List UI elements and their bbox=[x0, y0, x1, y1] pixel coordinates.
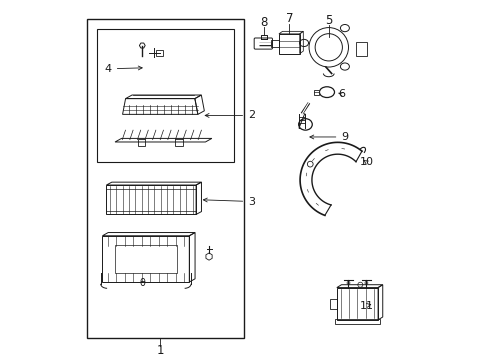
Bar bbox=[114, 245, 177, 273]
Text: 6: 6 bbox=[337, 89, 344, 99]
Text: 1: 1 bbox=[156, 344, 163, 357]
Text: 5: 5 bbox=[325, 14, 332, 27]
Bar bbox=[278, 34, 299, 54]
Bar bbox=[313, 90, 319, 95]
Bar bbox=[355, 42, 366, 55]
Text: 2: 2 bbox=[205, 111, 255, 121]
Text: 9: 9 bbox=[309, 132, 348, 142]
Bar bbox=[329, 299, 336, 309]
Bar bbox=[86, 19, 244, 338]
Text: θ: θ bbox=[139, 278, 145, 288]
Bar bbox=[334, 319, 379, 324]
Text: 10: 10 bbox=[359, 157, 373, 167]
Bar bbox=[106, 185, 196, 215]
Text: 4: 4 bbox=[104, 64, 142, 74]
Bar bbox=[175, 139, 182, 145]
Bar bbox=[270, 40, 278, 47]
Text: 3: 3 bbox=[203, 197, 255, 207]
Text: 11: 11 bbox=[359, 301, 373, 311]
Bar bbox=[97, 30, 233, 162]
Bar bbox=[156, 50, 163, 56]
Bar bbox=[336, 288, 377, 320]
Bar bbox=[138, 139, 144, 145]
Text: 7: 7 bbox=[285, 12, 292, 25]
Text: 8: 8 bbox=[260, 16, 267, 29]
